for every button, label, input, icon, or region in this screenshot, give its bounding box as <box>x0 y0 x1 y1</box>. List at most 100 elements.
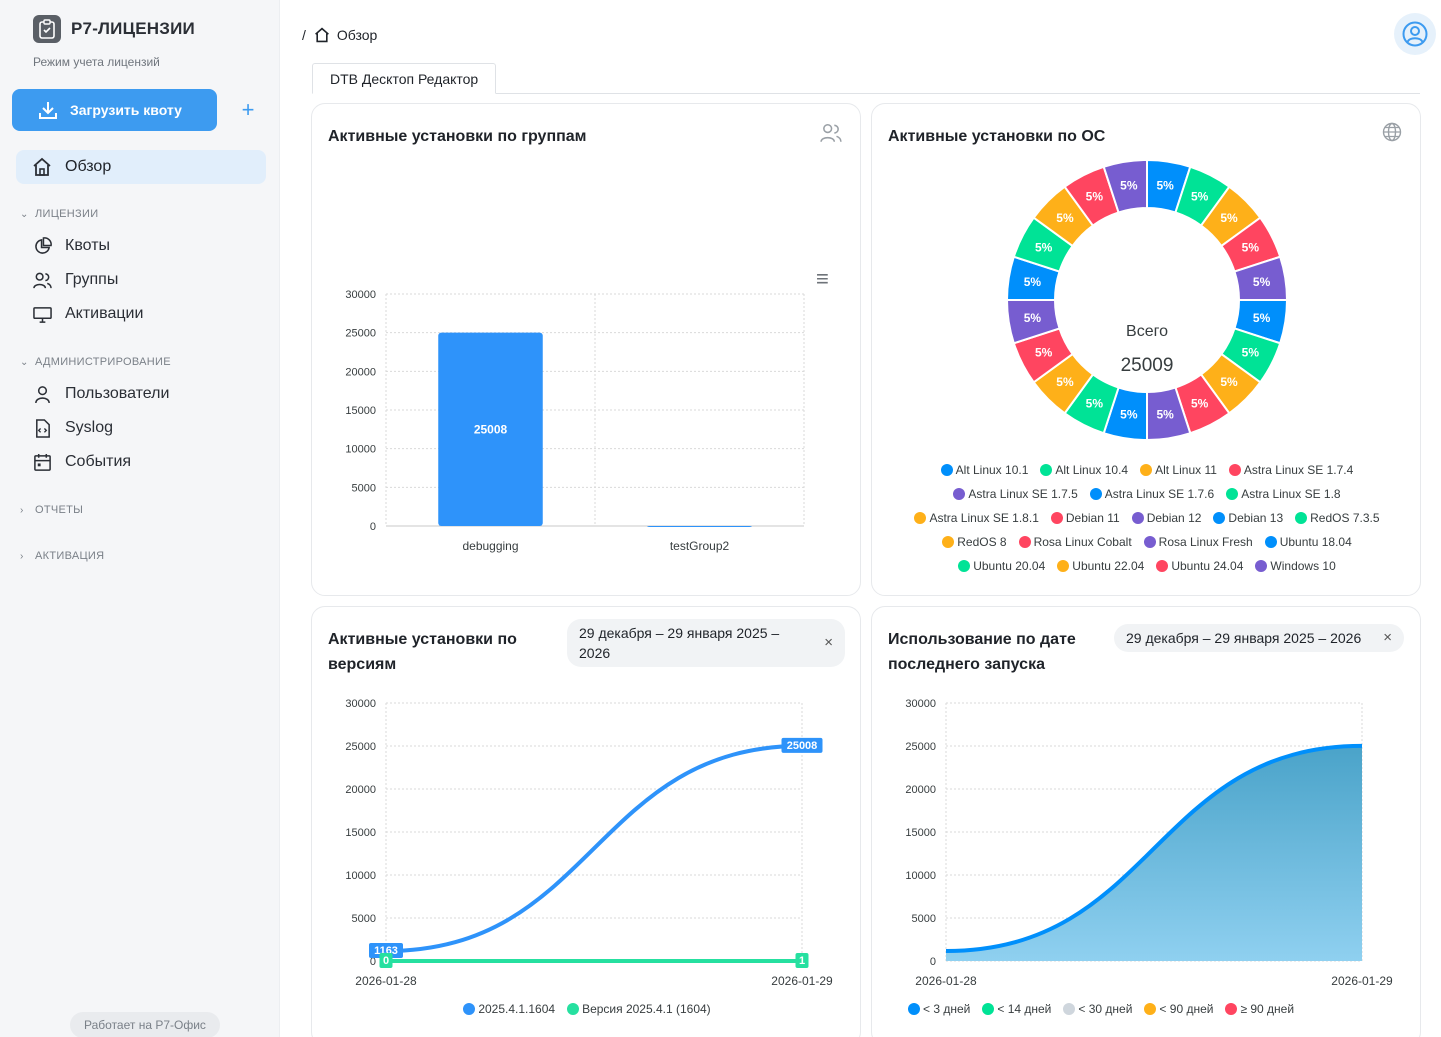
slice-label: 5% <box>1242 240 1260 254</box>
donut-total-label: Всего <box>1126 323 1168 340</box>
legend-marker <box>1050 512 1063 524</box>
legend-item[interactable]: < 90 дней <box>1144 997 1213 1021</box>
legend-item[interactable]: RedOS 8 <box>942 530 1007 554</box>
legend-item[interactable]: < 30 дней <box>1063 997 1132 1021</box>
legend-item[interactable]: Debian 12 <box>1131 506 1201 530</box>
series-area <box>946 745 1362 961</box>
user-avatar-button[interactable] <box>1394 13 1436 55</box>
users-icon <box>33 272 52 288</box>
card-last-run: Использование по дате последнего запуска… <box>871 606 1421 1037</box>
legend-label: Ubuntu 20.04 <box>973 559 1046 573</box>
legend-item[interactable]: Rosa Linux Cobalt <box>1018 530 1132 554</box>
slice-label: 5% <box>1035 240 1053 254</box>
legend-item[interactable]: Rosa Linux Fresh <box>1143 530 1253 554</box>
legend-label: RedOS 8 <box>957 535 1007 549</box>
slice-label: 5% <box>1220 375 1238 389</box>
legend-marker <box>1040 464 1053 476</box>
legend-label: < 14 дней <box>997 1002 1052 1016</box>
legend-item[interactable]: Версия 2025.4.1 (1604) <box>567 997 711 1021</box>
os-legend: Alt Linux 10.1 Alt Linux 10.4 Alt Linux 11… <box>902 458 1392 578</box>
upload-quota-button[interactable]: Загрузить квоту <box>12 89 217 131</box>
legend-item[interactable]: Windows 10 <box>1255 554 1336 578</box>
sidebar-item-activations[interactable]: Активации <box>33 302 143 326</box>
legend-marker <box>908 1003 920 1015</box>
legend-label: < 30 дней <box>1078 1002 1133 1016</box>
section-activation[interactable]: › АКТИВАЦИЯ <box>20 550 104 562</box>
breadcrumb-current[interactable]: Обзор <box>336 27 378 43</box>
legend-item[interactable]: Alt Linux 10.1 <box>940 458 1028 482</box>
brand[interactable]: Р7-ЛИЦЕНЗИИ <box>33 15 195 43</box>
y-tick-label: 5000 <box>352 482 376 494</box>
donut-total-value: 25009 <box>1121 355 1174 376</box>
legend-item[interactable]: 2025.4.1.1604 <box>463 997 555 1021</box>
add-button[interactable]: + <box>241 97 255 122</box>
legend-marker <box>1226 488 1239 500</box>
legend-item[interactable]: Alt Linux 11 <box>1140 458 1217 482</box>
y-tick-label: 30000 <box>345 698 376 710</box>
download-icon <box>39 102 57 119</box>
legend-marker <box>958 560 971 572</box>
legend-item[interactable]: Ubuntu 20.04 <box>958 554 1045 578</box>
legend-item[interactable]: Astra Linux SE 1.7.4 <box>1228 458 1354 482</box>
sidebar-item-users[interactable]: Пользователи <box>33 382 169 406</box>
legend-label: Astra Linux SE 1.7.4 <box>1243 463 1354 477</box>
legend-item[interactable]: ≥ 90 дней <box>1225 997 1294 1021</box>
clear-date-button[interactable]: × <box>824 634 833 651</box>
legend-marker <box>1140 464 1153 476</box>
legend-label: Astra Linux SE 1.7.5 <box>968 487 1078 501</box>
legend-item[interactable]: Alt Linux 10.4 <box>1040 458 1128 482</box>
y-tick-label: 10000 <box>345 870 376 882</box>
legend-item[interactable]: < 14 дней <box>982 997 1051 1021</box>
tab-dtb-desktop-editor[interactable]: DTB Десктоп Редактор <box>312 63 497 94</box>
slice-label: 5% <box>1035 346 1053 360</box>
chart-menu-icon[interactable]: ≡ <box>816 266 829 291</box>
sidebar-item-syslog[interactable]: Syslog <box>33 416 113 440</box>
legend-marker <box>1225 1003 1238 1015</box>
date-range-filter[interactable]: 29 декабря – 29 января 2025 – 2026 × <box>567 619 845 667</box>
legend-item[interactable]: Astra Linux SE 1.7.6 <box>1089 482 1214 506</box>
legend-label: RedOS 7.3.5 <box>1310 511 1380 525</box>
legend-item[interactable]: RedOS 7.3.5 <box>1295 506 1380 530</box>
legend-item[interactable]: < 3 дней <box>908 997 970 1021</box>
y-tick-label: 10000 <box>905 870 936 882</box>
date-range-filter[interactable]: 29 декабря – 29 января 2025 – 2026 × <box>1114 624 1404 652</box>
legend-label: Ubuntu 18.04 <box>1279 535 1352 549</box>
card-title: Активные установки по ОС <box>888 128 1106 145</box>
legend-marker <box>1255 560 1268 572</box>
legend-marker <box>1057 560 1070 572</box>
legend-item[interactable]: Astra Linux SE 1.7.5 <box>953 482 1078 506</box>
legend-item[interactable]: Ubuntu 22.04 <box>1057 554 1144 578</box>
x-tick-label: 2026-01-29 <box>771 974 833 987</box>
section-admin[interactable]: ⌄ АДМИНИСТРИРОВАНИЕ <box>20 356 171 368</box>
powered-by-badge: Работает на Р7-Офис <box>70 1012 220 1037</box>
legend-marker <box>1143 536 1156 548</box>
sidebar-item-events[interactable]: События <box>33 450 131 474</box>
clear-date-button[interactable]: × <box>1383 629 1392 646</box>
section-reports[interactable]: › ОТЧЕТЫ <box>20 504 83 516</box>
slice-label: 5% <box>1191 190 1209 204</box>
legend-marker <box>567 1003 580 1015</box>
sidebar-item-overview[interactable]: Обзор <box>16 150 266 184</box>
home-icon[interactable] <box>314 27 330 43</box>
x-tick-label: 2026-01-29 <box>1331 974 1393 987</box>
legend-item[interactable]: Astra Linux SE 1.8.1 <box>914 506 1039 530</box>
upload-quota-label: Загрузить квоту <box>70 102 182 118</box>
legend-marker <box>1228 464 1241 476</box>
sidebar: Р7-ЛИЦЕНЗИИ Режим учета лицензий Загрузи… <box>0 0 280 1037</box>
legend-item[interactable]: Debian 11 <box>1050 506 1120 530</box>
sidebar-item-groups[interactable]: Группы <box>33 268 118 292</box>
legend-item[interactable]: Astra Linux SE 1.8 <box>1226 482 1341 506</box>
legend-item[interactable]: Ubuntu 18.04 <box>1264 530 1352 554</box>
legend-item[interactable]: Ubuntu 24.04 <box>1156 554 1243 578</box>
legend-label: Rosa Linux Fresh <box>1158 535 1253 549</box>
sidebar-item-quotas[interactable]: Квоты <box>33 234 110 258</box>
y-tick-label: 15000 <box>345 405 376 417</box>
slice-label: 5% <box>1242 346 1260 360</box>
slice-label: 5% <box>1056 375 1074 389</box>
card-title: Активные установки по группам <box>328 128 587 145</box>
section-licenses[interactable]: ⌄ ЛИЦЕНЗИИ <box>20 208 98 220</box>
sidebar-item-label: Активации <box>65 305 144 322</box>
slice-label: 5% <box>1253 311 1271 325</box>
legend-label: Alt Linux 10.4 <box>1055 463 1129 477</box>
legend-item[interactable]: Debian 13 <box>1213 506 1283 530</box>
